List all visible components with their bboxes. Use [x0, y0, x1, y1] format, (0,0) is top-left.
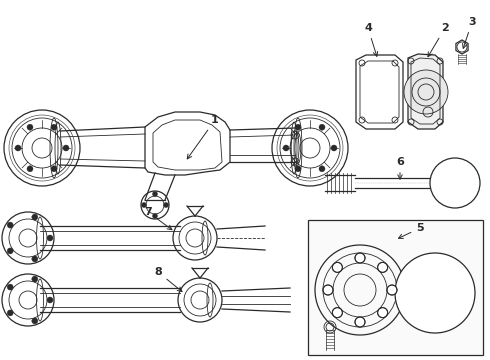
Circle shape — [355, 317, 365, 327]
Polygon shape — [456, 40, 468, 54]
Circle shape — [295, 124, 301, 130]
Circle shape — [355, 253, 365, 263]
Circle shape — [7, 248, 13, 254]
Text: 7: 7 — [144, 207, 172, 230]
Circle shape — [47, 235, 53, 241]
Circle shape — [378, 308, 388, 318]
Text: 4: 4 — [364, 23, 378, 56]
Circle shape — [164, 202, 169, 207]
Circle shape — [395, 253, 475, 333]
Circle shape — [378, 262, 388, 273]
Circle shape — [404, 70, 448, 114]
Circle shape — [32, 276, 38, 282]
Circle shape — [331, 145, 337, 151]
Circle shape — [15, 145, 21, 151]
Circle shape — [332, 262, 343, 273]
Circle shape — [32, 256, 38, 262]
Circle shape — [430, 158, 480, 208]
Text: 5: 5 — [398, 223, 424, 238]
Text: 8: 8 — [154, 267, 182, 292]
Circle shape — [283, 145, 289, 151]
Circle shape — [51, 124, 57, 130]
Circle shape — [152, 213, 157, 219]
Circle shape — [142, 202, 147, 207]
Circle shape — [387, 285, 397, 295]
Circle shape — [7, 222, 13, 228]
Circle shape — [7, 310, 13, 316]
Text: 1: 1 — [187, 115, 219, 159]
Circle shape — [152, 192, 157, 197]
Circle shape — [319, 166, 325, 172]
Text: 6: 6 — [396, 157, 404, 179]
Circle shape — [32, 318, 38, 324]
Text: 2: 2 — [428, 23, 449, 57]
Circle shape — [27, 124, 33, 130]
Polygon shape — [408, 54, 443, 129]
Circle shape — [319, 124, 325, 130]
Circle shape — [7, 284, 13, 290]
Circle shape — [63, 145, 69, 151]
Circle shape — [47, 297, 53, 303]
Circle shape — [323, 285, 333, 295]
Text: 3: 3 — [463, 17, 476, 48]
Circle shape — [51, 166, 57, 172]
Circle shape — [332, 308, 343, 318]
Circle shape — [27, 166, 33, 172]
Circle shape — [32, 214, 38, 220]
Circle shape — [295, 166, 301, 172]
Bar — [308, 220, 483, 355]
